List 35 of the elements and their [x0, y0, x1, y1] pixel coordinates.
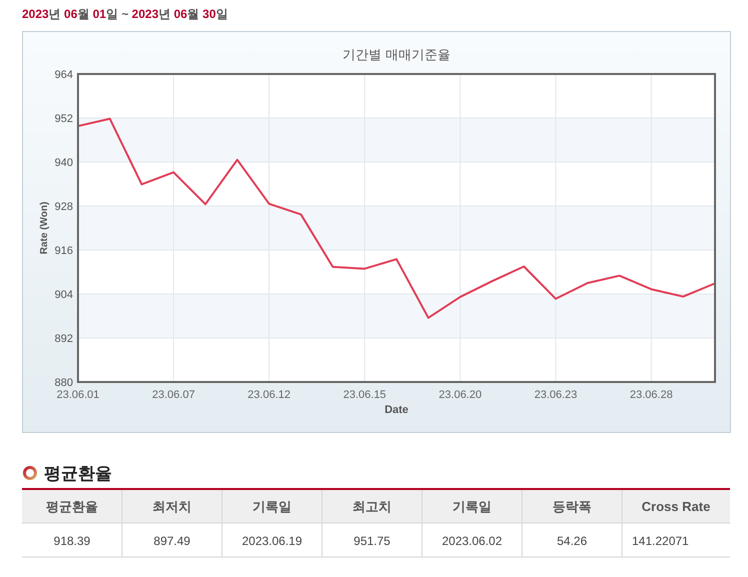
x-tick-label: 23.06.12	[248, 389, 291, 401]
text: 최저치	[152, 499, 192, 514]
x-tick-label: 23.06.01	[56, 389, 100, 401]
text: 기록일	[452, 499, 492, 514]
text: 등락폭	[552, 499, 592, 514]
x-tick-label: 23.06.07	[152, 389, 195, 401]
text: 평균환율	[44, 464, 112, 483]
x-axis-title: Date	[384, 404, 408, 416]
y-tick-label: 892	[54, 333, 73, 345]
text: 2023년 06월 01일 ~ 2023년 06월 30일	[22, 7, 228, 21]
line-series	[77, 118, 716, 319]
x-tick-label: 23.06.23	[534, 389, 578, 401]
text: 951.75	[354, 534, 391, 548]
y-tick-label: 880	[54, 377, 73, 389]
y-tick-label: 964	[54, 69, 73, 81]
chart-title: 기간별 매매기준율	[342, 47, 450, 62]
x-tick-label: 23.06.15	[343, 389, 386, 401]
y-tick-label: 940	[54, 157, 73, 169]
text: 기록일	[252, 499, 292, 514]
text: 평균환율	[46, 499, 98, 514]
text: 2023.06.02	[442, 534, 502, 548]
text: Cross Rate	[642, 499, 710, 514]
y-tick-label: 904	[54, 289, 73, 301]
text: 최고치	[352, 499, 392, 514]
text: 141.22071	[632, 534, 690, 548]
text: 54.26	[556, 534, 588, 548]
y-tick-label: 916	[54, 245, 73, 257]
text: 2023.06.19	[242, 534, 302, 548]
x-tick-label: 23.06.20	[438, 389, 482, 401]
text: 918.39	[54, 534, 91, 548]
text: 897.49	[154, 534, 191, 548]
y-tick-label: 928	[54, 201, 73, 213]
y-axis-title: Rate (Won)	[39, 202, 50, 254]
y-tick-label: 952	[54, 113, 73, 125]
x-tick-label: 23.06.28	[630, 389, 673, 401]
